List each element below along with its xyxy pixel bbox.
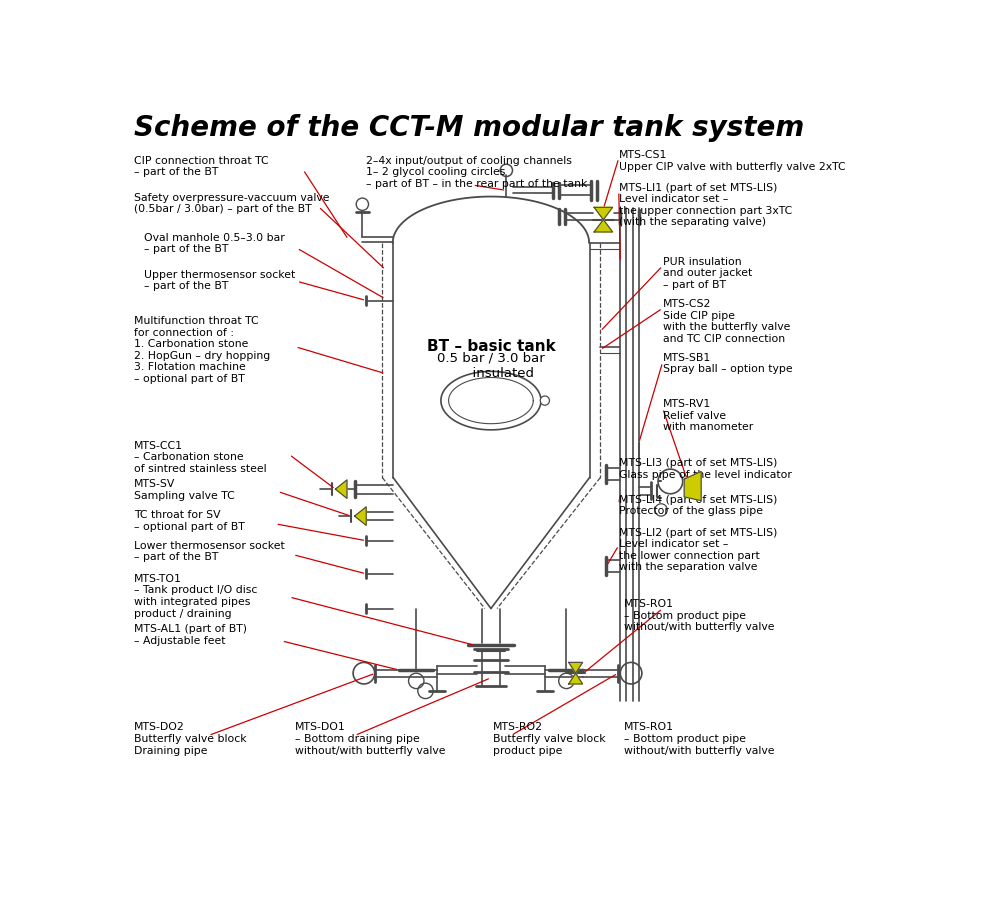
Text: MTS-CS2
Side CIP pipe
with the butterfly valve
and TC CIP connection: MTS-CS2 Side CIP pipe with the butterfly… [663, 299, 790, 344]
Polygon shape [335, 480, 347, 499]
Text: MTS-LI4 (part of set MTS-LIS)
Protector of the glass pipe: MTS-LI4 (part of set MTS-LIS) Protector … [619, 494, 777, 516]
Polygon shape [594, 220, 613, 232]
Text: MTS-RO1
– Bottom product pipe
without/with butterfly valve: MTS-RO1 – Bottom product pipe without/wi… [624, 599, 775, 633]
Text: CIP connection throat TC
– part of the BT: CIP connection throat TC – part of the B… [134, 156, 268, 177]
Text: MTS-CC1
– Carbonation stone
of sintred stainless steel: MTS-CC1 – Carbonation stone of sintred s… [134, 441, 266, 473]
Text: PUR insulation
and outer jacket
– part of BT: PUR insulation and outer jacket – part o… [663, 256, 752, 290]
Polygon shape [684, 472, 701, 500]
Text: MTS-SV
Sampling valve TC: MTS-SV Sampling valve TC [134, 479, 234, 500]
Text: MTS-RO1
– Bottom product pipe
without/with butterfly valve: MTS-RO1 – Bottom product pipe without/wi… [624, 723, 775, 756]
Text: Multifunction throat TC
for connection of :
1. Carbonation stone
2. HopGun – dry: Multifunction throat TC for connection o… [134, 316, 270, 384]
Text: MTS-SB1
Spray ball – option type: MTS-SB1 Spray ball – option type [663, 353, 792, 374]
Text: MTS-RO2
Butterfly valve block
product pipe: MTS-RO2 Butterfly valve block product pi… [493, 723, 606, 756]
Text: BT – basic tank: BT – basic tank [427, 339, 555, 355]
Polygon shape [569, 662, 583, 673]
Text: TC throat for SV
– optional part of BT: TC throat for SV – optional part of BT [134, 510, 244, 532]
Text: MTS-DO2
Butterfly valve block
Draining pipe: MTS-DO2 Butterfly valve block Draining p… [134, 723, 246, 756]
Text: MTS-LI2 (part of set MTS-LIS)
Level indicator set –
the lower connection part
wi: MTS-LI2 (part of set MTS-LIS) Level indi… [619, 527, 777, 572]
Text: MTS-RV1
Relief valve
with manometer: MTS-RV1 Relief valve with manometer [663, 399, 753, 432]
Text: MTS-CS1
Upper CIP valve with butterfly valve 2xTC: MTS-CS1 Upper CIP valve with butterfly v… [619, 150, 845, 172]
Text: MTS-AL1 (part of BT)
– Adjustable feet: MTS-AL1 (part of BT) – Adjustable feet [134, 624, 247, 645]
Text: MTS-LI3 (part of set MTS-LIS)
Glass pipe of the level indicator: MTS-LI3 (part of set MTS-LIS) Glass pipe… [619, 458, 792, 480]
Text: MTS-DO1
– Bottom draining pipe
without/with butterfly valve: MTS-DO1 – Bottom draining pipe without/w… [295, 723, 446, 756]
Text: Lower thermosensor socket
– part of the BT: Lower thermosensor socket – part of the … [134, 541, 284, 562]
Text: MTS-LI1 (part of set MTS-LIS)
Level indicator set –
the upper connection part 3x: MTS-LI1 (part of set MTS-LIS) Level indi… [619, 183, 792, 228]
Polygon shape [355, 507, 366, 526]
Polygon shape [569, 673, 583, 684]
Text: Scheme of the CCT-M modular tank system: Scheme of the CCT-M modular tank system [134, 114, 804, 142]
Text: 2–4x input/output of cooling channels
1– 2 glycol cooling circles
– part of BT –: 2–4x input/output of cooling channels 1–… [366, 156, 588, 189]
Circle shape [540, 396, 549, 405]
Text: Safety overpressure-vaccuum valve
(0.5bar / 3.0bar) – part of the BT: Safety overpressure-vaccuum valve (0.5ba… [134, 193, 329, 214]
Text: 0.5 bar / 3.0 bar
      insulated: 0.5 bar / 3.0 bar insulated [437, 352, 545, 380]
Text: Upper thermosensor socket
– part of the BT: Upper thermosensor socket – part of the … [144, 270, 296, 292]
Polygon shape [594, 207, 613, 220]
Text: MTS-TO1
– Tank product I/O disc
with integrated pipes
product / draining: MTS-TO1 – Tank product I/O disc with int… [134, 574, 257, 618]
Text: Oval manhole 0.5–3.0 bar
– part of the BT: Oval manhole 0.5–3.0 bar – part of the B… [144, 233, 285, 255]
